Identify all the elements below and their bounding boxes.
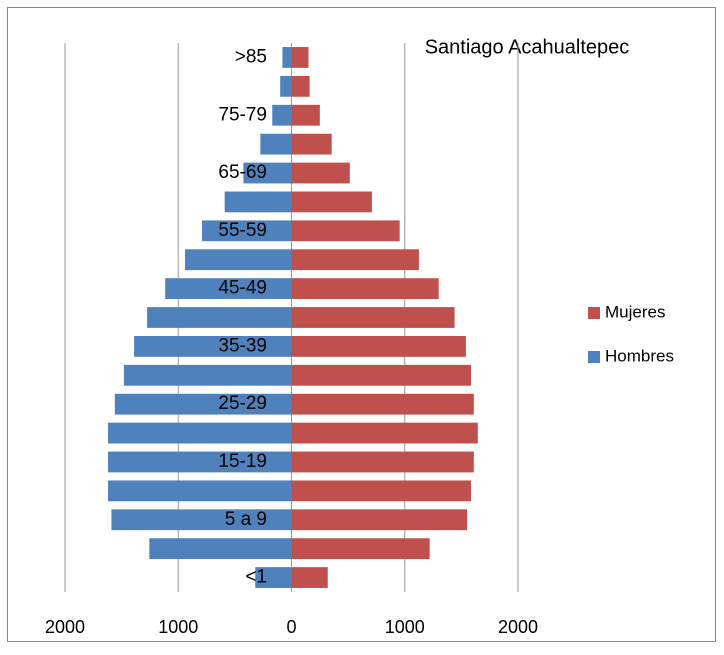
bar [123, 364, 292, 386]
category-label: 65-69 [218, 162, 267, 183]
bar [291, 47, 309, 68]
bar [291, 249, 419, 271]
legend-swatch [588, 351, 600, 363]
bar [224, 191, 292, 213]
bar [255, 567, 292, 588]
bar [291, 162, 350, 184]
bar [202, 220, 292, 242]
chart-title: Santiago Acahualtepec [425, 36, 630, 58]
category-label: 45-49 [218, 278, 267, 299]
bar [291, 307, 455, 328]
bar [291, 335, 466, 357]
legend-swatch [588, 307, 600, 319]
category-label: <1 [245, 567, 267, 588]
category-label: 75-79 [218, 104, 267, 125]
bar [111, 509, 292, 531]
bar [134, 335, 292, 357]
bar [291, 393, 474, 415]
bar [108, 422, 292, 444]
category-label: >85 [235, 46, 267, 67]
bar [291, 422, 478, 444]
bar [280, 75, 292, 97]
bar [291, 538, 430, 560]
category-label: 55-59 [218, 220, 267, 241]
bar [149, 538, 292, 560]
x-tick-label: 2000 [45, 617, 85, 637]
bar [291, 220, 400, 242]
x-tick-label: 0 [286, 617, 296, 637]
x-tick-label: 2000 [498, 617, 538, 637]
bar [291, 133, 332, 155]
category-label: 15-19 [218, 451, 267, 472]
bar [291, 104, 320, 126]
x-tick-label: 1000 [158, 617, 198, 637]
bar [147, 307, 292, 328]
bar [272, 104, 292, 126]
bar [260, 133, 292, 155]
bar [243, 162, 292, 184]
bar [291, 509, 468, 531]
bar [282, 47, 292, 68]
x-tick-label: 1000 [385, 617, 425, 637]
bar [291, 480, 472, 502]
bar [185, 249, 292, 271]
bar [291, 451, 474, 473]
category-label: 25-29 [218, 393, 267, 414]
bar [165, 278, 292, 300]
bar [291, 75, 310, 97]
legend-label: Mujeres [605, 302, 665, 321]
bar [291, 567, 328, 588]
bar [291, 364, 472, 386]
category-label: 5 a 9 [225, 509, 267, 530]
bar [114, 393, 292, 415]
bar [108, 480, 292, 502]
category-label: 35-39 [218, 335, 267, 356]
bar [291, 191, 372, 213]
legend-label: Hombres [605, 346, 674, 365]
bar [108, 451, 292, 473]
bar [291, 278, 439, 300]
